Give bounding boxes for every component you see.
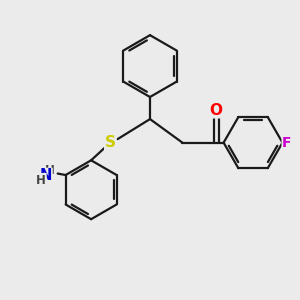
Text: H: H bbox=[45, 164, 55, 176]
Text: N: N bbox=[40, 168, 52, 183]
Text: S: S bbox=[105, 135, 116, 150]
Text: H: H bbox=[36, 173, 46, 187]
Text: F: F bbox=[282, 136, 292, 150]
Text: O: O bbox=[210, 103, 223, 118]
